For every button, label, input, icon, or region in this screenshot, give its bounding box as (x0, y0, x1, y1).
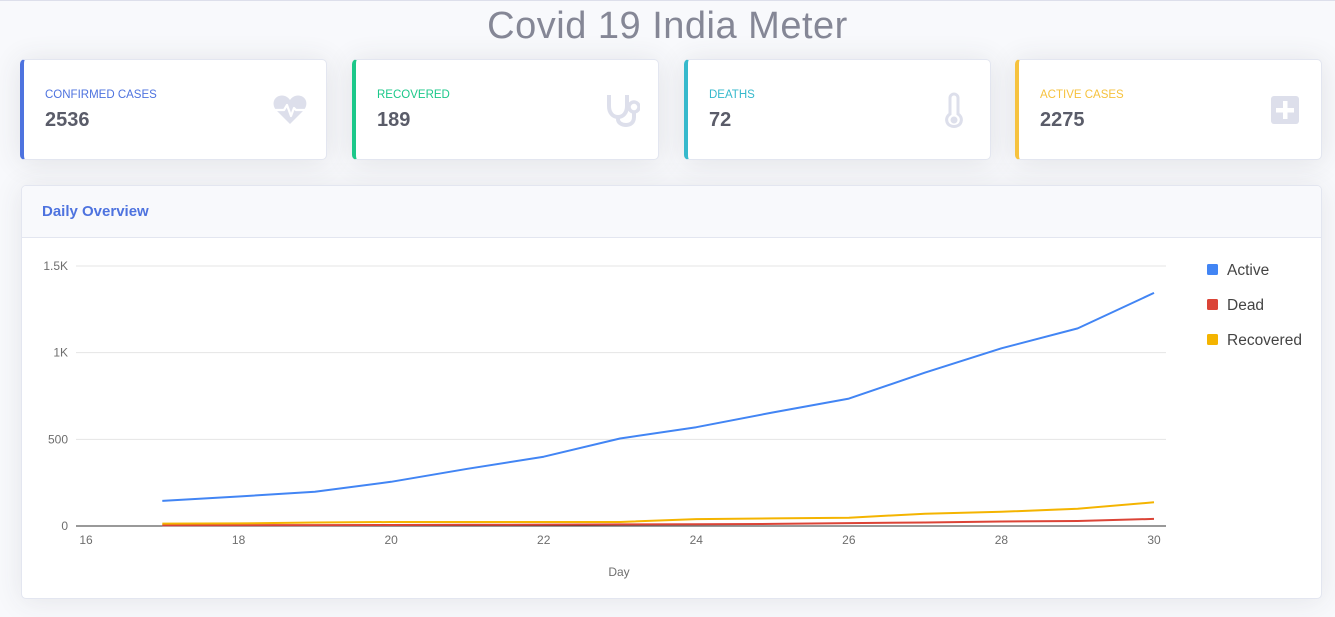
daily-overview-chart: 0 500 1K 1.5K 16 18 20 22 24 26 28 30 Day Active Dead R… (43, 259, 1302, 579)
x-tick-label: 20 (384, 533, 398, 547)
x-tick-label: 30 (1147, 533, 1161, 547)
deaths-label: Deaths (709, 89, 755, 101)
plus-square-icon (1271, 96, 1299, 124)
heartbeat-icon (273, 95, 307, 124)
active-cases-label: Active Cases (1040, 89, 1124, 101)
y-tick-label: 1.5K (43, 259, 68, 273)
confirmed-cases-card: Confirmed Cases 2536 (20, 59, 327, 160)
x-tick-label: 26 (842, 533, 856, 547)
y-tick-label: 1K (53, 346, 68, 360)
deaths-card: Deaths 72 (684, 59, 991, 160)
confirmed-cases-label: Confirmed Cases (45, 89, 157, 101)
recovered-label: Recovered (377, 89, 450, 101)
thermometer-icon (945, 92, 963, 128)
legend-swatch-recovered (1207, 334, 1218, 345)
y-tick-label: 500 (48, 432, 68, 446)
deaths-value: 72 (709, 109, 732, 131)
x-tick-label: 28 (995, 533, 1009, 547)
x-tick-label: 16 (79, 533, 93, 547)
active-cases-card: Active Cases 2275 (1015, 59, 1322, 160)
legend-swatch-dead (1207, 299, 1218, 310)
daily-overview-panel: Daily Overview 0 500 1K 1.5K 16 18 20 22 24 26 28 3… (21, 185, 1322, 599)
y-tick-label: 0 (61, 519, 68, 533)
series-line-dead (162, 517, 1155, 527)
confirmed-cases-value: 2536 (45, 109, 90, 131)
x-axis-title: Day (608, 565, 629, 579)
series-line-active (162, 291, 1155, 502)
x-tick-label: 24 (690, 533, 704, 547)
recovered-card: Recovered 189 (352, 59, 659, 160)
x-tick-label: 22 (537, 533, 551, 547)
daily-overview-title: Daily Overview (22, 186, 1321, 238)
page-title: Covid 19 India Meter (487, 5, 848, 47)
recovered-value: 189 (377, 109, 411, 131)
x-tick-label: 18 (232, 533, 246, 547)
legend-label-dead: Dead (1227, 297, 1264, 314)
legend-label-active: Active (1227, 262, 1269, 279)
stethoscope-icon (607, 95, 640, 128)
legend-label-recovered: Recovered (1227, 332, 1302, 349)
series-line-recovered (162, 501, 1155, 525)
legend-swatch-active (1207, 264, 1218, 275)
active-cases-value: 2275 (1040, 109, 1085, 131)
